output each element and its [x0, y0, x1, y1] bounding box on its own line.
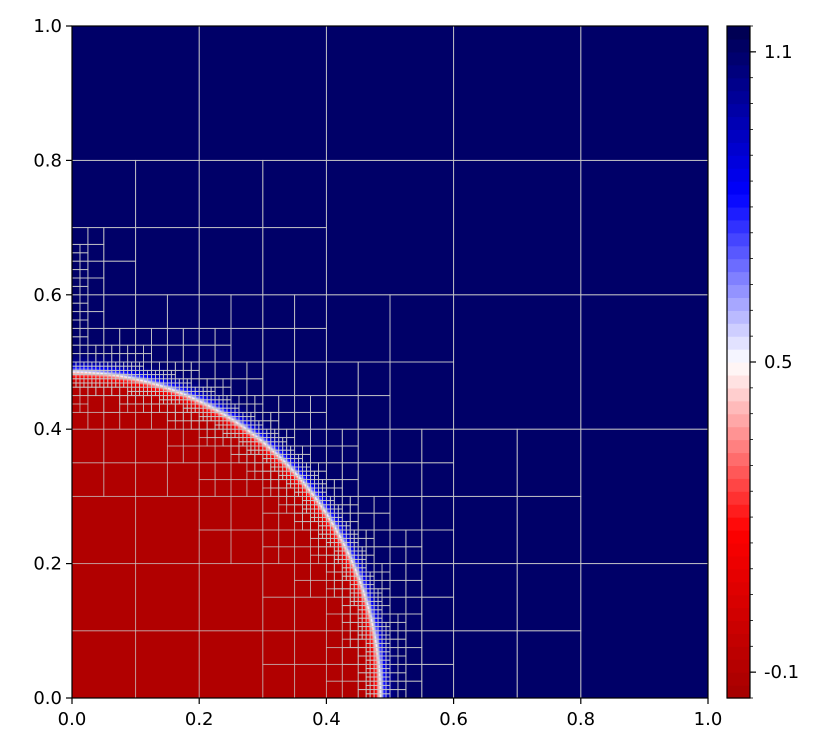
- colorbar-tick-label: -0.1: [764, 662, 799, 683]
- x-tick-label: 0.6: [439, 709, 468, 730]
- y-tick-label: 1.0: [33, 16, 62, 37]
- y-tick-label: 0.8: [33, 150, 62, 171]
- colorbar-band: [727, 362, 750, 376]
- colorbar-band: [727, 555, 750, 570]
- colorbar-band: [727, 103, 750, 118]
- colorbar-band: [727, 336, 750, 350]
- colorbar-band: [727, 297, 750, 311]
- colorbar-band: [727, 155, 750, 169]
- colorbar-band: [727, 413, 750, 428]
- colorbar-band: [727, 349, 750, 363]
- colorbar-band: [727, 129, 750, 143]
- y-tick-label: 0.4: [33, 419, 62, 440]
- colorbar-band: [727, 51, 750, 66]
- colorbar-band: [727, 620, 750, 634]
- colorbar-band: [727, 659, 750, 673]
- colorbar-band: [727, 116, 750, 130]
- colorbar-band: [727, 387, 750, 402]
- colorbar: -0.1 0.5 1.1: [726, 25, 799, 699]
- colorbar-band: [727, 284, 750, 298]
- colorbar-band: [727, 38, 750, 53]
- y-tick-label: 0.0: [33, 688, 62, 709]
- colorbar-band: [727, 232, 750, 247]
- colorbar-band: [727, 206, 750, 221]
- colorbar-band: [727, 168, 750, 182]
- colorbar-band: [727, 219, 750, 234]
- plot-area: [71, 25, 709, 699]
- colorbar-band: [727, 594, 750, 609]
- colorbar-band: [727, 439, 750, 454]
- x-tick-label: 0.4: [312, 709, 341, 730]
- colorbar-band: [727, 672, 750, 686]
- colorbar-band: [727, 465, 750, 479]
- colorbar-band: [727, 633, 750, 647]
- colorbar-band: [727, 491, 750, 505]
- colorbar-band: [727, 64, 750, 79]
- plot-frame: [71, 25, 709, 699]
- x-axis: 0.0 0.2 0.4 0.6 0.8 1.0: [58, 698, 723, 730]
- colorbar-band: [727, 310, 750, 324]
- amr-mesh-grid: [72, 26, 708, 698]
- colorbar-band: [727, 581, 750, 596]
- colorbar-band: [727, 542, 750, 557]
- colorbar-band: [727, 646, 750, 660]
- colorbar-band: [727, 607, 750, 622]
- colorbar-band: [727, 685, 750, 699]
- colorbar-band: [727, 426, 750, 441]
- x-tick-label: 0.2: [185, 709, 214, 730]
- colorbar-gradient: [727, 26, 750, 699]
- y-axis: 0.0 0.2 0.4 0.6 0.8 1.0: [33, 16, 72, 709]
- colorbar-band: [727, 530, 750, 544]
- colorbar-band: [727, 258, 750, 273]
- colorbar-band: [727, 245, 750, 260]
- x-tick-label: 0.0: [58, 709, 87, 730]
- colorbar-band: [727, 90, 750, 105]
- x-tick-label: 0.8: [566, 709, 595, 730]
- y-tick-label: 0.2: [33, 554, 62, 575]
- colorbar-band: [727, 323, 750, 337]
- colorbar-band: [727, 400, 750, 415]
- colorbar-band: [727, 374, 750, 389]
- colorbar-band: [727, 181, 750, 195]
- colorbar-band: [727, 504, 750, 518]
- colorbar-tick-label: 0.5: [764, 352, 793, 373]
- colorbar-band: [727, 517, 750, 531]
- colorbar-band: [727, 26, 750, 40]
- colorbar-band: [727, 478, 750, 492]
- colorbar-ticks: -0.1 0.5 1.1: [750, 25, 799, 699]
- colorbar-band: [727, 271, 750, 286]
- x-tick-label: 1.0: [694, 709, 723, 730]
- colorbar-tick-label: 1.1: [764, 42, 793, 63]
- colorbar-band: [727, 77, 750, 92]
- colorbar-band: [727, 568, 750, 583]
- y-tick-label: 0.6: [33, 285, 62, 306]
- colorbar-band: [727, 142, 750, 156]
- colorbar-band: [727, 452, 750, 466]
- colorbar-band: [727, 194, 750, 208]
